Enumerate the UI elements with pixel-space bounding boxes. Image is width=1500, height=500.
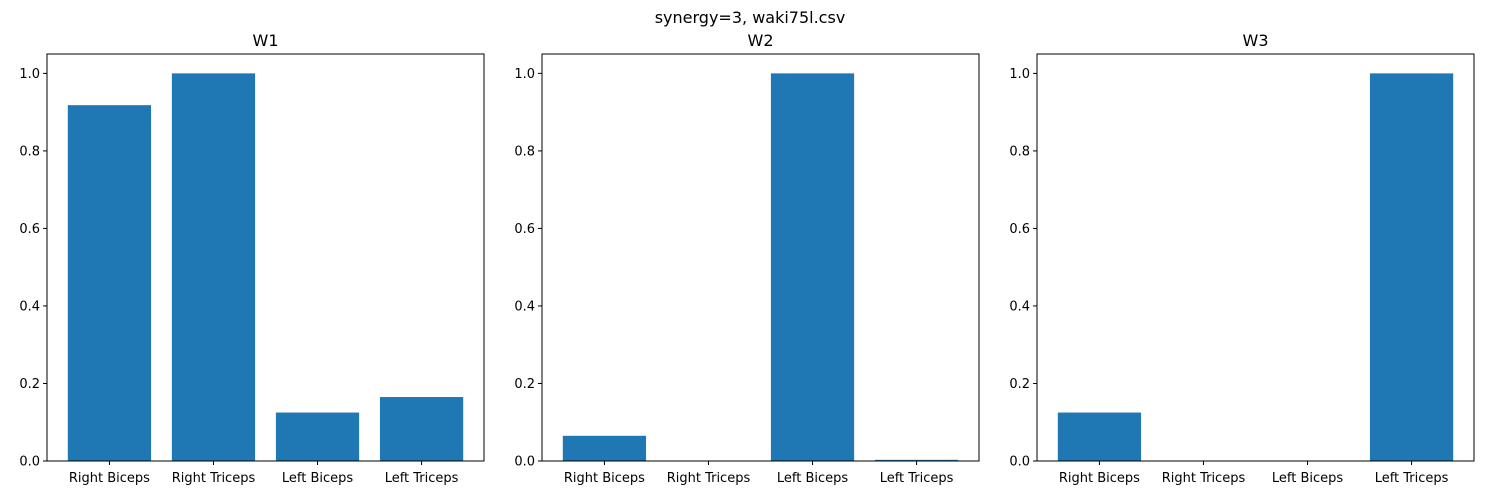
chart-panel-1: W1 0.0 0.2 0.4 0.6 0.8 1.0 Right Biceps Right Tr… [19, 31, 485, 486]
axes-frame [541, 53, 980, 462]
y-tick-label: 0.4 [19, 299, 40, 314]
x-tick-label: Left Biceps [282, 471, 354, 486]
bar [67, 105, 152, 462]
x-tick-label: Right Triceps [1162, 471, 1246, 486]
x-tick-label: Left Triceps [1375, 471, 1449, 486]
x-tick-label: Right Biceps [69, 471, 150, 486]
x-tick-label: Left Biceps [1272, 471, 1344, 486]
chart-panels: W1 0.0 0.2 0.4 0.6 0.8 1.0 Right Biceps Right Tr… [19, 31, 1475, 486]
y-tick-label: 0.8 [1009, 144, 1030, 159]
bar [171, 73, 256, 461]
bar [874, 459, 959, 461]
axes-frame [46, 53, 485, 462]
y-tick-label: 0.2 [1009, 377, 1030, 392]
y-tick-label: 0.8 [514, 144, 535, 159]
y-tick-label: 0.2 [19, 377, 40, 392]
bar [770, 73, 855, 461]
y-tick-label: 0.8 [19, 144, 40, 159]
x-tick-label: Right Triceps [667, 471, 751, 486]
y-tick-label: 0.4 [1009, 299, 1030, 314]
y-tick-label: 0.6 [514, 222, 535, 237]
x-tick-label: Right Biceps [1059, 471, 1140, 486]
figure-suptitle: synergy=3, waki75l.csv [655, 8, 846, 27]
y-tick-label: 0.2 [514, 377, 535, 392]
x-tick-label: Right Triceps [172, 471, 256, 486]
x-tick-label: Left Biceps [777, 471, 849, 486]
panel-title: W1 [253, 31, 279, 50]
panel-title: W3 [1243, 31, 1269, 50]
y-tick-label: 0.6 [19, 222, 40, 237]
bar [1369, 73, 1454, 461]
x-tick-label: Right Biceps [564, 471, 645, 486]
bar [1057, 412, 1142, 461]
y-tick-label: 1.0 [514, 67, 535, 82]
y-tick-label: 0.4 [514, 299, 535, 314]
panel-title: W2 [748, 31, 774, 50]
y-tick-label: 0.0 [514, 455, 535, 470]
y-tick-label: 1.0 [19, 67, 40, 82]
y-tick-label: 0.0 [1009, 455, 1030, 470]
y-tick-label: 0.0 [19, 455, 40, 470]
axes-frame [1036, 53, 1475, 462]
bar [562, 435, 647, 461]
x-tick-label: Left Triceps [880, 471, 954, 486]
chart-panel-3: W3 0.0 0.2 0.4 0.6 0.8 1.0 Right Biceps Right Tr… [1009, 31, 1475, 486]
y-tick-label: 1.0 [1009, 67, 1030, 82]
x-tick-label: Left Triceps [385, 471, 459, 486]
bar [379, 397, 464, 461]
chart-panel-2: W2 0.0 0.2 0.4 0.6 0.8 1.0 Right Biceps Right Tr… [514, 31, 980, 486]
bar [275, 412, 360, 461]
y-tick-label: 0.6 [1009, 222, 1030, 237]
